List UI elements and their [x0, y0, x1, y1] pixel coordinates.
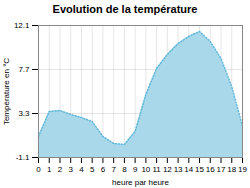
- svg-text:11: 11: [152, 165, 161, 174]
- svg-text:heure par heure: heure par heure: [112, 178, 169, 187]
- svg-text:10: 10: [141, 165, 150, 174]
- svg-text:-1.1: -1.1: [16, 153, 30, 162]
- svg-text:6: 6: [101, 165, 106, 174]
- svg-text:12.1: 12.1: [14, 21, 30, 30]
- svg-text:4: 4: [79, 165, 84, 174]
- svg-text:5: 5: [90, 165, 95, 174]
- svg-text:16: 16: [206, 165, 215, 174]
- svg-text:0: 0: [36, 165, 41, 174]
- svg-text:3.3: 3.3: [18, 109, 30, 118]
- svg-text:Température en °C: Température en °C: [2, 58, 11, 125]
- svg-text:14: 14: [184, 165, 193, 174]
- svg-text:7: 7: [111, 165, 116, 174]
- svg-text:17: 17: [217, 165, 226, 174]
- svg-text:19: 19: [238, 165, 247, 174]
- svg-text:9: 9: [133, 165, 138, 174]
- svg-text:3: 3: [68, 165, 73, 174]
- svg-text:7.7: 7.7: [18, 65, 30, 74]
- svg-text:2: 2: [58, 165, 63, 174]
- svg-text:18: 18: [227, 165, 236, 174]
- svg-text:8: 8: [122, 165, 127, 174]
- svg-text:13: 13: [174, 165, 183, 174]
- svg-text:15: 15: [195, 165, 204, 174]
- svg-text:12: 12: [163, 165, 172, 174]
- svg-text:1: 1: [47, 165, 52, 174]
- html-text:Evolution de la température: Evolution de la température: [52, 3, 198, 15]
